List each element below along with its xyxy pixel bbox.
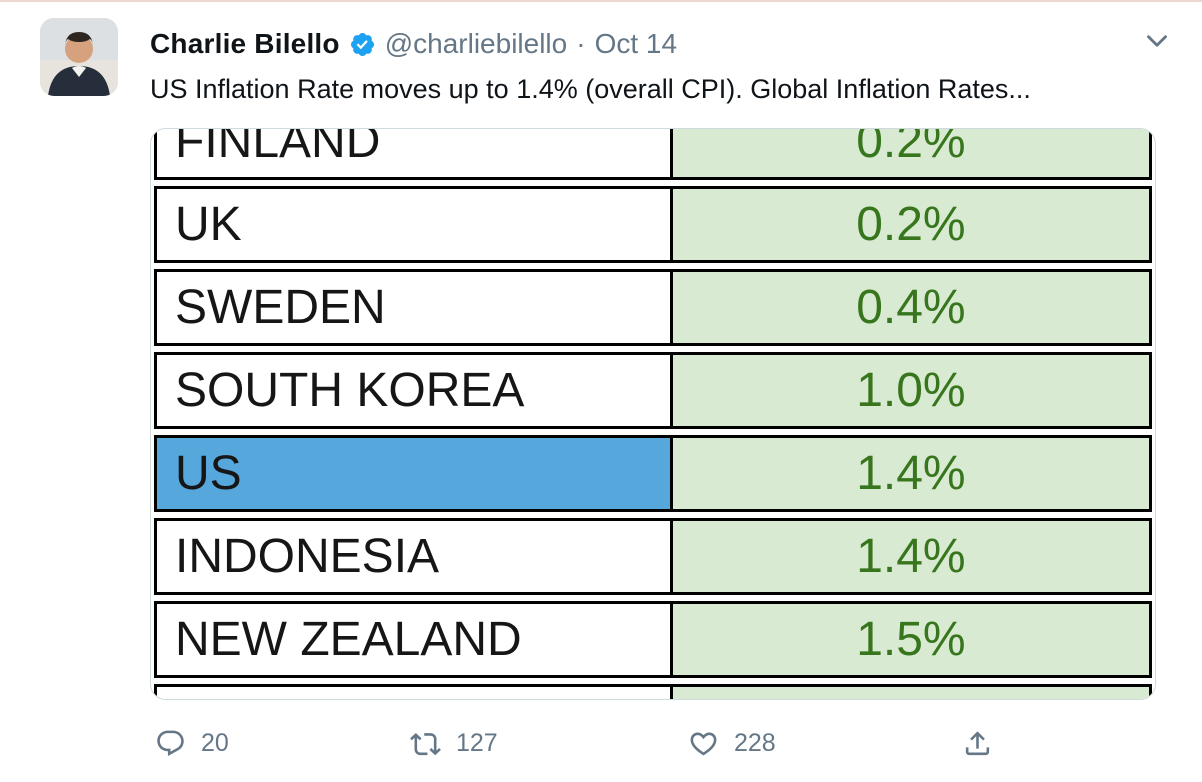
inflation-table: FINLAND 0.2% UK 0.2% SWEDEN 0.4% SOUTH K…: [154, 129, 1152, 699]
table-row: PHILIPPINES 2.3%: [154, 684, 1152, 699]
window-top-edge: [0, 0, 1202, 2]
table-row: NEW ZEALAND 1.5%: [154, 601, 1152, 678]
author-name[interactable]: Charlie Bilello: [150, 28, 340, 59]
like-count: 228: [734, 729, 776, 757]
country-cell: UK: [157, 189, 673, 260]
rate-cell: 1.0%: [672, 355, 1149, 426]
country-cell: SOUTH KOREA: [157, 355, 673, 426]
avatar-photo: [40, 18, 118, 96]
rate-cell: 0.2%: [672, 189, 1149, 260]
rate-cell: 0.2%: [672, 129, 1149, 177]
table-row: FINLAND 0.2%: [154, 129, 1152, 180]
heart-icon: [688, 728, 719, 759]
rate-cell: 0.4%: [672, 272, 1149, 343]
country-cell: FINLAND: [157, 129, 673, 177]
tweet-date[interactable]: Oct 14: [594, 28, 678, 59]
rate-cell: 1.5%: [672, 604, 1149, 675]
table-row-highlighted-us: US 1.4%: [154, 435, 1152, 512]
tweet-header: Charlie Bilello @charliebilello · Oct 14: [150, 28, 677, 60]
country-cell: US: [157, 438, 673, 509]
table-row: INDONESIA 1.4%: [154, 518, 1152, 595]
retweet-button[interactable]: 127: [410, 728, 498, 759]
rate-cell: 2.3%: [672, 687, 1149, 699]
separator-dot: ·: [576, 28, 586, 59]
tweet-text: US Inflation Rate moves up to 1.4% (over…: [150, 74, 1031, 104]
share-button[interactable]: [962, 728, 993, 759]
reply-icon: [155, 728, 186, 759]
table-row: UK 0.2%: [154, 186, 1152, 263]
verified-badge-icon: [349, 31, 376, 58]
author-handle[interactable]: @charliebilello: [384, 28, 568, 59]
reply-button[interactable]: 20: [155, 728, 229, 759]
table-row: SOUTH KOREA 1.0%: [154, 352, 1152, 429]
rate-cell: 1.4%: [672, 438, 1149, 509]
avatar[interactable]: [40, 18, 118, 96]
chevron-down-icon[interactable]: [1140, 24, 1174, 58]
reply-count: 20: [201, 729, 229, 757]
country-cell: NEW ZEALAND: [157, 604, 673, 675]
country-cell: INDONESIA: [157, 521, 673, 592]
country-cell: PHILIPPINES: [157, 687, 673, 699]
table-row: SWEDEN 0.4%: [154, 269, 1152, 346]
tweet-image[interactable]: FINLAND 0.2% UK 0.2% SWEDEN 0.4% SOUTH K…: [150, 128, 1156, 700]
country-cell: SWEDEN: [157, 272, 673, 343]
retweet-count: 127: [456, 729, 498, 757]
like-button[interactable]: 228: [688, 728, 776, 759]
tweet-action-bar: 20 127 228: [0, 722, 1202, 768]
rate-cell: 1.4%: [672, 521, 1149, 592]
share-icon: [962, 728, 993, 759]
retweet-icon: [410, 728, 441, 759]
